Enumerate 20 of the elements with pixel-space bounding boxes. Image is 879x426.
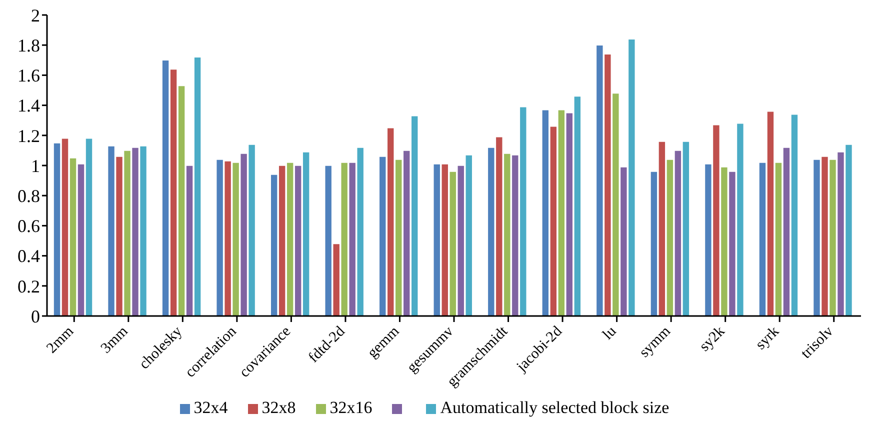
y-tick-label: 0.8 <box>18 186 40 206</box>
y-tick-label: 1.8 <box>18 35 40 56</box>
y-tick-label: 0.6 <box>18 216 40 236</box>
x-tick-label: syrk <box>752 323 783 354</box>
legend-label: 32x8 <box>262 398 296 417</box>
y-tick-label: 2 <box>31 5 40 26</box>
y-tick-label: 1.6 <box>18 66 40 86</box>
legend-label: 32x16 <box>330 398 372 417</box>
y-tick-label: 0.4 <box>18 246 40 266</box>
legend-label: Automatically selected block size <box>440 398 670 417</box>
y-tick-label: 0 <box>31 306 40 326</box>
x-tick-label: lu <box>600 323 620 344</box>
x-tick-label: 2mm <box>44 323 78 357</box>
y-tick-label: 1.4 <box>18 96 40 116</box>
y-tick-label: 1.2 <box>18 126 40 146</box>
x-tick-label: 3mm <box>98 323 132 357</box>
y-tick-label: 1 <box>31 156 40 176</box>
legend-label: 32x4 <box>194 398 228 417</box>
x-tick-label: sy2k <box>696 323 729 355</box>
y-tick-label: 0.2 <box>18 276 40 296</box>
